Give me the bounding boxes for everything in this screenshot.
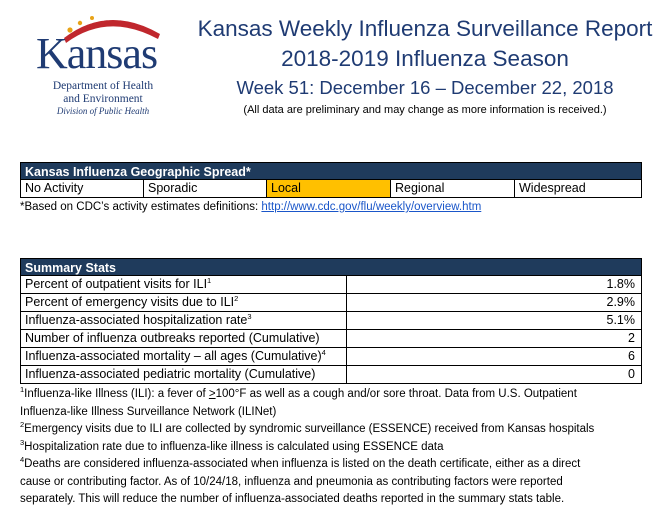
report-season: 2018-2019 Influenza Season xyxy=(281,46,569,71)
stat-label: Number of influenza outbreaks reported (… xyxy=(21,330,347,347)
table-row: Percent of outpatient visits for ILI1 1.… xyxy=(20,276,642,294)
stat-value: 5.1% xyxy=(606,313,636,327)
table-row: Influenza-associated pediatric mortality… xyxy=(20,366,642,384)
footnote-4-cont1: cause or contributing factor. As of 10/2… xyxy=(20,475,563,488)
footnote-ref: 2 xyxy=(234,293,239,303)
footnote-ref: 3 xyxy=(247,311,252,321)
geographic-spread-levels: No Activity Sporadic Local Regional Wide… xyxy=(20,180,642,198)
table-row: Influenza-associated mortality – all age… xyxy=(20,348,642,366)
stat-label: Percent of emergency visits due to ILI2 xyxy=(21,294,347,311)
report-header: Kansas Weekly Influenza Surveillance Rep… xyxy=(178,14,672,118)
report-title: Kansas Weekly Influenza Surveillance Rep… xyxy=(197,16,653,41)
note-text: *Based on CDC’s activity estimates defin… xyxy=(20,201,262,213)
stat-value: 0 xyxy=(628,367,635,381)
geographic-spread-note: *Based on CDC’s activity estimates defin… xyxy=(20,199,642,215)
stat-label: Percent of outpatient visits for ILI1 xyxy=(21,276,347,293)
logo-division: Division of Public Health xyxy=(56,106,150,116)
logo-wordmark: Kansas xyxy=(36,29,158,78)
cdc-overview-link[interactable]: http://www.cdc.gov/flu/weekly/overview.h… xyxy=(261,201,482,213)
stat-value: 2.9% xyxy=(606,295,636,309)
footnote-1: 1Influenza-like Illness (ILI): a fever o… xyxy=(20,385,577,400)
logo-dept-line1: Department of Health xyxy=(52,80,154,92)
summary-stats-heading: Summary Stats xyxy=(20,258,642,276)
footnote-2: 2Emergency visits due to ILI are collect… xyxy=(20,420,595,435)
footnote-3: 3Hospitalization rate due to influenza-l… xyxy=(20,437,444,453)
summary-stats-table: Summary Stats Percent of outpatient visi… xyxy=(20,258,642,384)
footnote-4-cont2: separately. This will reduce the number … xyxy=(20,493,565,505)
stat-value: 6 xyxy=(628,349,635,363)
table-row: Percent of emergency visits due to ILI2 … xyxy=(20,294,642,312)
logo-arch-icon: TO THE STARS PER ASPERA xyxy=(28,8,160,43)
stat-value: 1.8% xyxy=(606,277,636,291)
logo-dept-line2: and Environment xyxy=(63,93,143,105)
level-no-activity: No Activity xyxy=(21,180,144,197)
level-widespread: Widespread xyxy=(519,181,586,195)
footnote-4: 4Deaths are considered influenza-associa… xyxy=(20,455,581,470)
stat-label: Influenza-associated mortality – all age… xyxy=(21,348,347,365)
footnote-ref: 4 xyxy=(321,347,326,357)
level-local: Local xyxy=(267,180,391,197)
preliminary-note: (All data are preliminary and may change… xyxy=(243,104,607,116)
stat-value: 2 xyxy=(628,331,635,345)
stat-label: Influenza-associated pediatric mortality… xyxy=(21,366,347,383)
footnote-1-cont: Influenza-like Illness Surveillance Netw… xyxy=(20,405,277,418)
kdhe-logo: TO THE STARS PER ASPERA Kansas Departmen… xyxy=(28,8,178,116)
table-row: Number of influenza outbreaks reported (… xyxy=(20,330,642,348)
geographic-spread-table: Kansas Influenza Geographic Spread* No A… xyxy=(20,162,642,215)
report-week: Week 51: December 16 – December 22, 2018 xyxy=(236,77,614,98)
geographic-spread-heading: Kansas Influenza Geographic Spread* xyxy=(20,162,642,180)
level-sporadic: Sporadic xyxy=(144,180,267,197)
footnote-ref: 1 xyxy=(207,275,212,285)
table-row: Influenza-associated hospitalization rat… xyxy=(20,312,642,330)
footnotes: 1Influenza-like Illness (ILI): a fever o… xyxy=(20,386,650,509)
stat-label: Influenza-associated hospitalization rat… xyxy=(21,312,347,329)
level-regional: Regional xyxy=(391,180,515,197)
